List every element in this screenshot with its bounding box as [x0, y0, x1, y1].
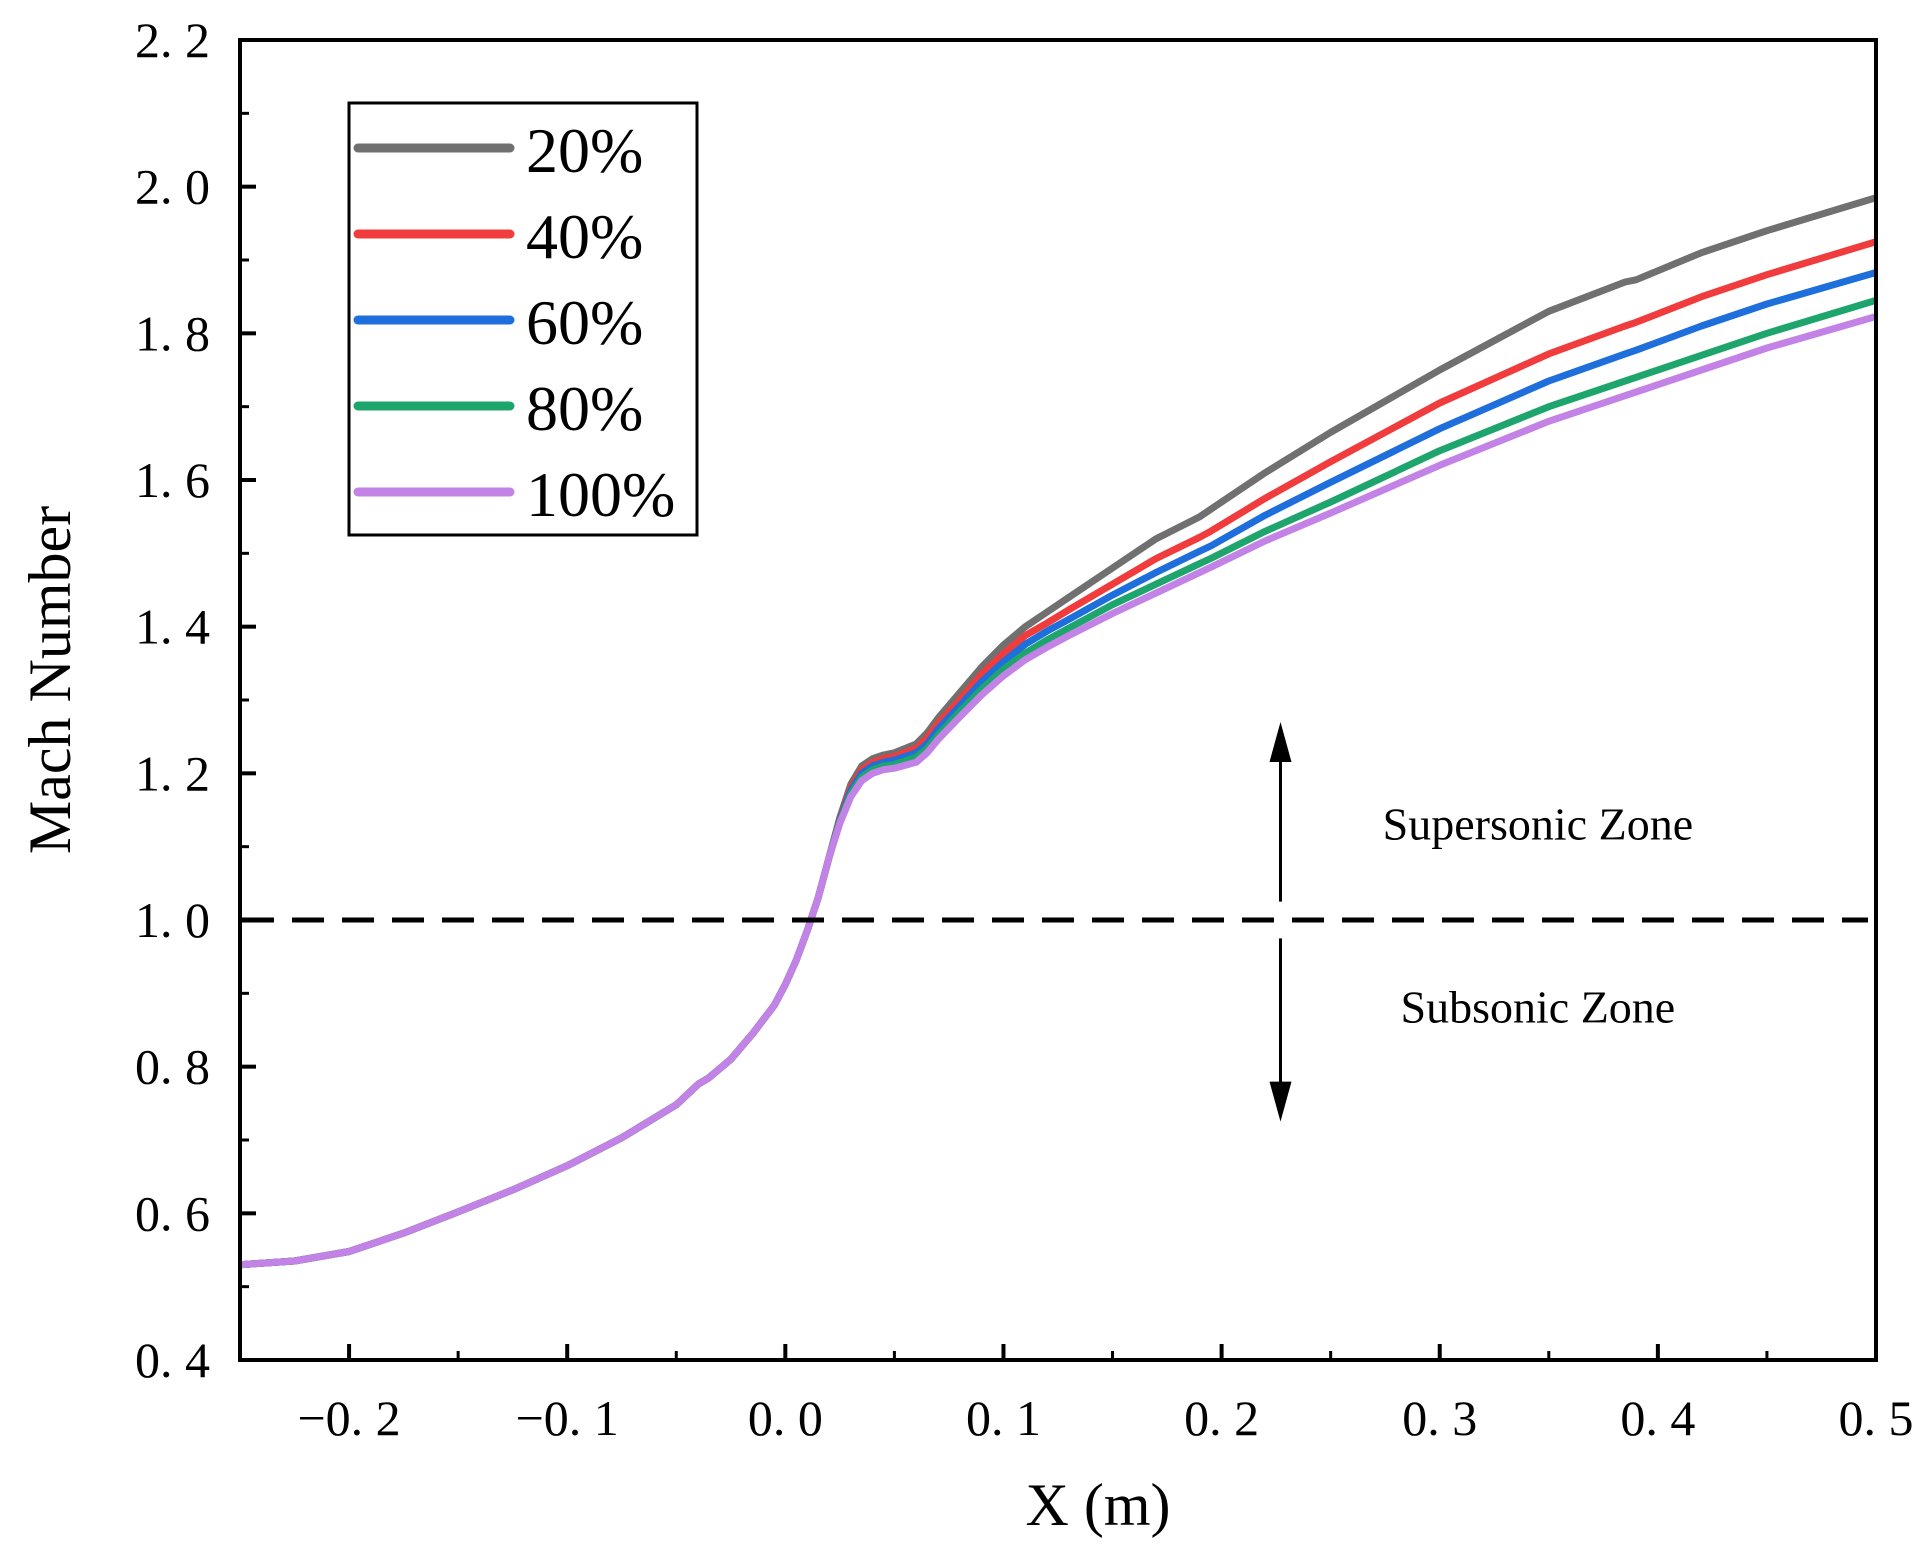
y-tick-label: 0. 4 [135, 1332, 210, 1388]
y-axis-title: Mach Number [17, 506, 83, 854]
y-tick-label: 1. 4 [135, 599, 210, 655]
legend-layer: 20% 40% 60% 80% 100% [347, 101, 699, 537]
x-tick-label: 0. 1 [966, 1390, 1041, 1446]
legend-label: 20% [526, 115, 643, 186]
x-tick-label: 0. 4 [1620, 1390, 1695, 1446]
y-tick-label: 0. 6 [135, 1185, 210, 1241]
y-tick-label: 1. 2 [135, 745, 210, 801]
x-tick-label: 0. 2 [1184, 1390, 1259, 1446]
y-tick-label: 1. 0 [135, 892, 210, 948]
subsonic-arrow [1269, 938, 1292, 1122]
y-tick-label: 2. 0 [135, 159, 210, 215]
x-axis-title: X (m) [1026, 1472, 1171, 1538]
y-tick-label: 1. 8 [135, 305, 210, 361]
x-tick-label: −0. 2 [297, 1390, 400, 1446]
annotation-layer: Supersonic Zone Subsonic Zone [1269, 722, 1693, 1122]
legend-label: 100% [526, 459, 675, 530]
subsonic-zone-label: Subsonic Zone [1401, 982, 1676, 1033]
x-tick-label: −0. 1 [516, 1390, 619, 1446]
supersonic-arrow-head [1269, 722, 1292, 762]
x-tick-label: 0. 5 [1839, 1390, 1914, 1446]
x-tick-label: 0. 0 [748, 1390, 823, 1446]
series-layer [240, 194, 1876, 1269]
y-tick-label: 2. 2 [135, 12, 210, 68]
legend-label: 80% [526, 373, 643, 444]
legend-label: 40% [526, 201, 643, 272]
series-line-100pct [240, 313, 1876, 1269]
supersonic-zone-label: Supersonic Zone [1383, 798, 1693, 849]
y-tick-label: 0. 8 [135, 1039, 210, 1095]
legend-label: 60% [526, 287, 643, 358]
subsonic-arrow-head [1269, 1081, 1292, 1122]
supersonic-arrow [1269, 722, 1292, 902]
y-tick-label: 1. 6 [135, 452, 210, 508]
x-tick-label: 0. 3 [1402, 1390, 1477, 1446]
axes-layer: −0. 2 −0. 1 0. 0 0. 1 0. 2 0. 3 0. 4 0. 5 0. 4 0.… [17, 12, 1914, 1538]
